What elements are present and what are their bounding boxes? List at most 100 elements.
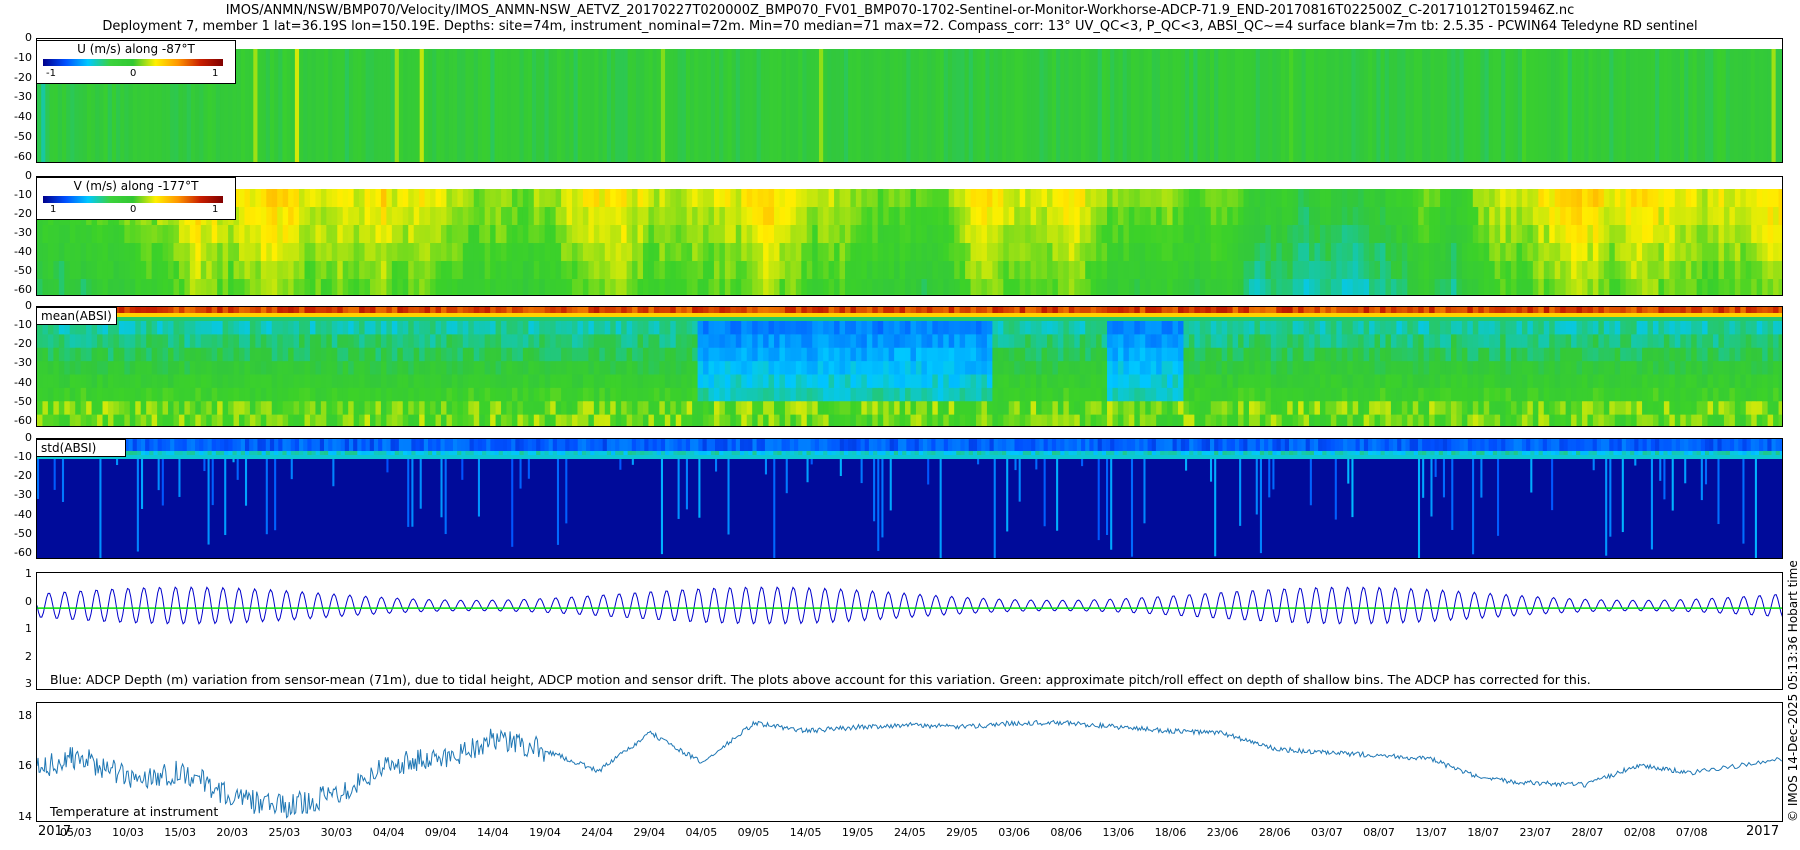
v-heatmap-cell — [1647, 243, 1654, 262]
u-heatmap-cell — [1122, 49, 1128, 162]
mean-absi-cell — [872, 321, 879, 335]
mean-absi-top-cell — [151, 307, 158, 313]
v-heatmap-cell — [386, 225, 393, 244]
mean-absi-cell — [430, 387, 437, 402]
mean-absi-cell — [686, 361, 693, 376]
mean-absi-top-cell — [681, 317, 688, 321]
v-heatmap-cell — [397, 207, 404, 226]
mean-absi-top-cell — [839, 307, 846, 313]
mean-absi-cell — [1074, 387, 1081, 402]
mean-absi-cell — [593, 334, 600, 349]
mean-absi-cell — [359, 361, 366, 376]
u-heatmap-cell — [78, 49, 84, 162]
mean-absi-cell — [255, 321, 262, 335]
v-heatmap-cell — [1702, 189, 1709, 208]
v-heatmap-cell — [1696, 207, 1703, 226]
v-heatmap-cell — [1669, 279, 1676, 295]
mean-absi-cell — [293, 321, 300, 335]
v-heatmap-cell — [795, 207, 802, 226]
v-heatmap-cell — [1756, 279, 1763, 295]
v-heatmap-cell — [1303, 189, 1310, 208]
mean-absi-cell — [282, 321, 289, 335]
mean-absi-cell — [271, 401, 278, 416]
mean-absi-cell — [533, 334, 540, 349]
v-heatmap-cell — [402, 207, 409, 226]
v-heatmap-cell — [588, 189, 595, 208]
mean-absi-cell — [244, 321, 251, 335]
v-heatmap-cell — [1041, 189, 1048, 208]
mean-absi-cell — [599, 347, 606, 362]
mean-absi-cell — [1276, 401, 1283, 416]
v-heatmap-cell — [1429, 243, 1436, 262]
mean-absi-cell — [233, 401, 240, 416]
v-heatmap-cell — [47, 243, 54, 262]
mean-absi-cell — [255, 347, 262, 362]
v-heatmap-cell — [113, 225, 120, 244]
v-heatmap-cell — [69, 243, 76, 262]
v-heatmap-cell — [430, 243, 437, 262]
mean-absi-top-cell — [228, 317, 235, 321]
mean-absi-top-cell — [686, 313, 693, 317]
u-heatmap-cell — [615, 49, 620, 162]
v-heatmap-cell — [724, 207, 731, 226]
mean-absi-cell — [1254, 374, 1261, 389]
v-heatmap-cell — [817, 261, 824, 280]
u-heatmap-cell — [1501, 49, 1506, 162]
v-heatmap-cell — [1576, 243, 1583, 262]
mean-absi-top-cell — [1003, 317, 1010, 321]
v-heatmap-cell — [75, 279, 82, 295]
mean-absi-cell — [1150, 414, 1157, 426]
u-heatmap-cell — [1592, 49, 1598, 162]
mean-absi-cell — [195, 414, 202, 426]
mean-absi-top-cell — [490, 313, 497, 317]
mean-absi-top-cell — [326, 307, 333, 313]
mean-absi-cell — [1221, 387, 1228, 402]
mean-absi-cell — [1243, 321, 1250, 335]
v-heatmap-cell — [1259, 261, 1266, 280]
u-heatmap-cell — [1600, 49, 1606, 162]
mean-absi-top-cell — [566, 317, 573, 321]
mean-absi-top-cell — [1052, 313, 1059, 317]
v-heatmap-cell — [834, 189, 841, 208]
mean-absi-top-cell — [1085, 317, 1092, 321]
v-heatmap-cell — [1773, 261, 1780, 280]
mean-absi-cell — [424, 347, 431, 362]
v-heatmap-cell — [1107, 261, 1114, 280]
v-heatmap-cell — [1516, 279, 1523, 295]
mean-absi-cell — [1019, 401, 1026, 416]
mean-absi-top-cell — [1178, 317, 1185, 321]
mean-absi-top-cell — [1254, 307, 1261, 313]
mean-absi-top-cell — [1074, 307, 1081, 313]
v-heatmap-cell — [64, 261, 71, 280]
v-heatmap-cell — [1068, 189, 1075, 208]
mean-absi-cell — [664, 321, 671, 335]
v-heatmap-cell — [1516, 261, 1523, 280]
mean-absi-cell — [293, 401, 300, 416]
v-heatmap-cell — [97, 243, 104, 262]
v-heatmap-cell — [954, 261, 961, 280]
mean-absi-cell — [1041, 414, 1048, 426]
v-heatmap-cell — [1658, 189, 1665, 208]
v-heatmap-cell — [1369, 225, 1376, 244]
mean-absi-cell — [244, 334, 251, 349]
mean-absi-cell — [129, 414, 136, 426]
mean-absi-cell — [1347, 401, 1354, 416]
mean-absi-cell — [1341, 387, 1348, 402]
v-heatmap-cell — [1194, 261, 1201, 280]
v-heatmap-cell — [1696, 261, 1703, 280]
mean-absi-cell — [779, 321, 786, 335]
mean-absi-top-cell — [1330, 307, 1337, 313]
v-heatmap-cell — [129, 279, 136, 295]
mean-absi-cell — [1243, 387, 1250, 402]
v-heatmap-cell — [1232, 243, 1239, 262]
mean-absi-top-cell — [1188, 307, 1195, 313]
v-heatmap-cell — [446, 207, 453, 226]
mean-absi-top-cell — [1248, 307, 1256, 313]
u-heatmap-cell — [157, 49, 163, 162]
mean-absi-top-cell — [675, 313, 682, 317]
v-heatmap-cell — [774, 243, 781, 262]
mean-absi-cell — [1128, 414, 1135, 426]
mean-absi-cell — [588, 321, 595, 335]
mean-absi-top-cell — [1309, 317, 1316, 321]
v-heatmap-cell — [1358, 189, 1365, 208]
